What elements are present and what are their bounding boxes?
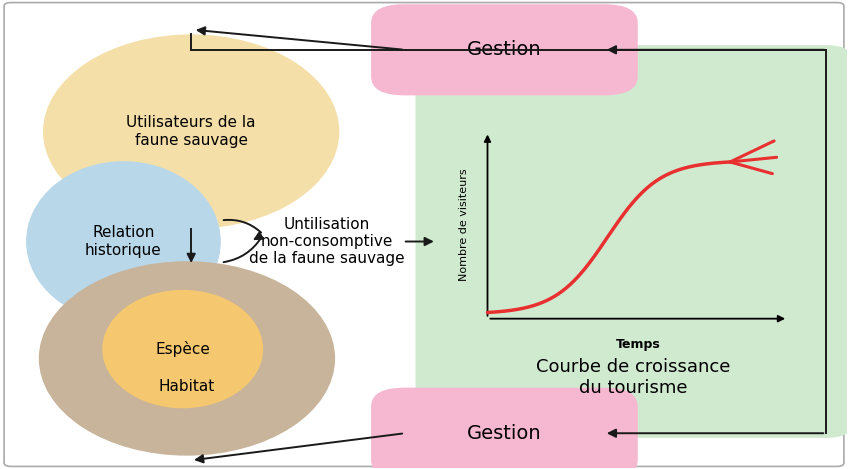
Text: Temps: Temps [616, 338, 660, 351]
FancyBboxPatch shape [371, 388, 638, 469]
FancyBboxPatch shape [4, 2, 844, 467]
Text: Gestion: Gestion [467, 424, 542, 443]
FancyBboxPatch shape [416, 45, 848, 438]
Text: Habitat: Habitat [159, 379, 215, 394]
Text: Relation
historique: Relation historique [85, 225, 162, 257]
Text: Gestion: Gestion [467, 40, 542, 59]
Text: Nombre de visiteurs: Nombre de visiteurs [459, 169, 469, 281]
Text: Utilisateurs de la
faune sauvage: Utilisateurs de la faune sauvage [126, 115, 256, 148]
Ellipse shape [26, 161, 220, 322]
Ellipse shape [43, 34, 339, 229]
Ellipse shape [39, 261, 335, 456]
Text: Untilisation
non-consomptive
de la faune sauvage: Untilisation non-consomptive de la faune… [248, 217, 404, 266]
FancyBboxPatch shape [371, 4, 638, 95]
Text: Espèce: Espèce [155, 341, 210, 357]
Ellipse shape [103, 290, 263, 408]
Text: Courbe de croissance
du tourisme: Courbe de croissance du tourisme [536, 358, 731, 396]
